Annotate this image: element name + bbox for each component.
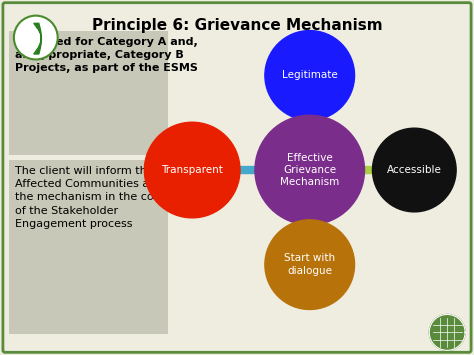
Circle shape (429, 315, 465, 350)
Circle shape (14, 16, 58, 60)
Text: Transparent: Transparent (161, 165, 223, 175)
FancyBboxPatch shape (9, 31, 168, 155)
Text: The client will inform the
Affected Communities about
the mechanism in the cours: The client will inform the Affected Comm… (15, 166, 178, 229)
Circle shape (265, 220, 355, 310)
Text: Legitimate: Legitimate (282, 70, 337, 80)
Text: Accessible: Accessible (387, 165, 442, 175)
Text: Principle 6: Grievance Mechanism: Principle 6: Grievance Mechanism (91, 18, 383, 33)
Circle shape (265, 31, 355, 120)
FancyBboxPatch shape (3, 3, 471, 352)
Circle shape (145, 122, 240, 218)
Circle shape (373, 128, 456, 212)
Polygon shape (34, 23, 41, 54)
FancyArrow shape (365, 163, 410, 177)
FancyArrow shape (303, 220, 317, 265)
Text: Start with
dialogue: Start with dialogue (284, 253, 335, 276)
FancyArrow shape (303, 75, 317, 120)
FancyArrow shape (210, 163, 255, 177)
FancyBboxPatch shape (9, 160, 168, 334)
Text: Required for Category A and,
as appropriate, Category B
Projects, as part of the: Required for Category A and, as appropri… (15, 37, 198, 73)
Text: Effective
Grievance
Mechanism: Effective Grievance Mechanism (280, 153, 339, 187)
Circle shape (255, 115, 365, 225)
